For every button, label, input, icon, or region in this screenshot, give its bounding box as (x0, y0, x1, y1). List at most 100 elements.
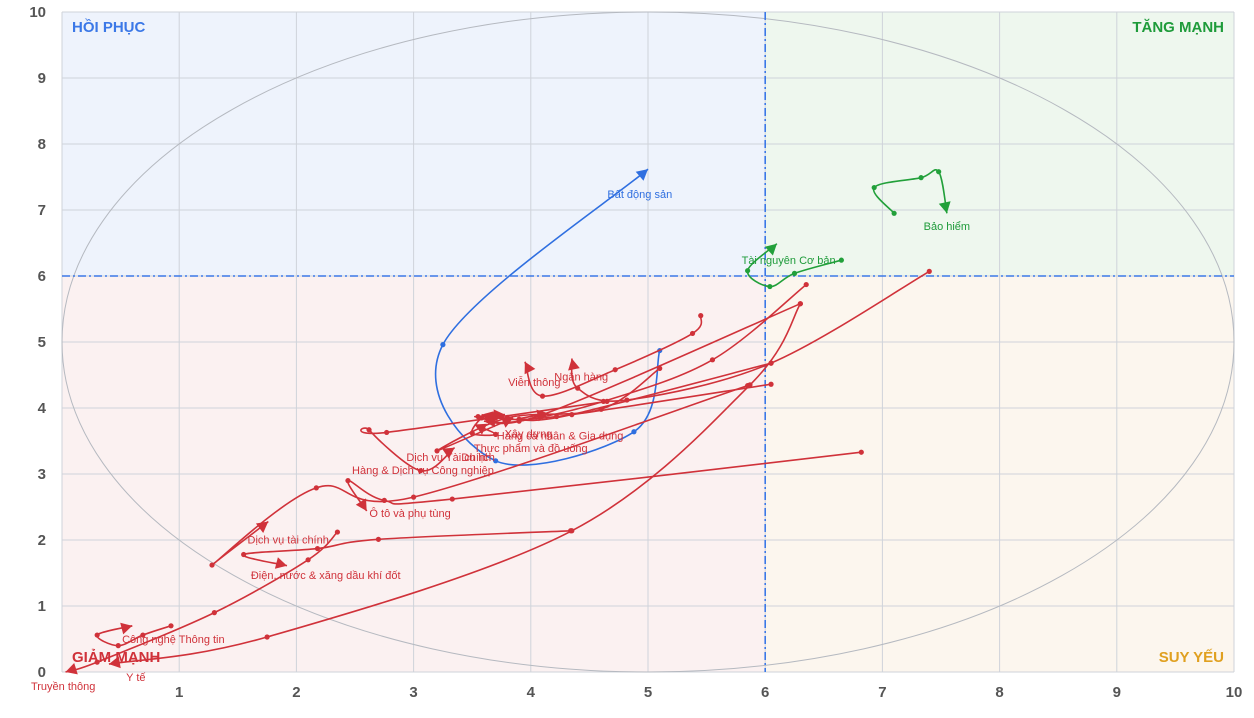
x-tick-label: 9 (1113, 684, 1121, 701)
series-labels: Bất động sản Bảo hiểm Tài nguyên Cơ bản Ngâ… (31, 189, 970, 693)
series-point (434, 448, 440, 454)
quadrant-label-top-right: TĂNG MẠNH (1132, 19, 1224, 36)
series-trail (871, 168, 951, 216)
threshold-lines (62, 12, 1234, 672)
series-point (767, 283, 773, 290)
series-point (698, 313, 704, 319)
series-arrowhead (764, 243, 777, 256)
center-ellipse (61, 11, 1235, 673)
series-point (375, 536, 382, 542)
series-arrowhead (274, 557, 287, 569)
series-trail (345, 449, 864, 512)
series-trail (94, 622, 174, 649)
series-arrowhead (938, 201, 951, 214)
series-label: Điện, nước & xăng dầu khí đốt (251, 570, 401, 582)
series-point (891, 210, 897, 216)
y-tick-label: 5 (38, 334, 46, 351)
series-trail (524, 313, 704, 399)
series-arrowhead (524, 361, 536, 375)
series-point (313, 485, 319, 491)
series-label: Viễn thông (508, 376, 560, 389)
series-point (797, 301, 803, 307)
series-label: Dịch vụ Tài chính (406, 452, 491, 464)
series-point (211, 610, 217, 616)
series-arrowhead (635, 169, 648, 181)
series-trail (745, 243, 844, 290)
series-arrowhead (474, 423, 488, 435)
series-label: Hàng cá nhân & Gia dụng (497, 431, 624, 443)
series-point (449, 496, 455, 502)
series-label: Du lịch (461, 452, 495, 464)
series-point (871, 184, 877, 191)
series-point (94, 659, 100, 665)
series-point (858, 449, 864, 455)
x-tick-label: 4 (527, 684, 536, 701)
series-arrowhead (120, 622, 133, 635)
series-trail (65, 529, 341, 675)
series-point (569, 412, 575, 418)
x-tick-label: 8 (995, 684, 1003, 701)
series-point (209, 562, 215, 568)
series-point (516, 416, 522, 422)
series-point (747, 382, 753, 388)
series-trail (434, 168, 663, 466)
series-arrowhead (568, 358, 580, 371)
series-point (631, 429, 637, 435)
series-arrowhead (355, 498, 367, 511)
y-tick-label: 7 (38, 202, 46, 219)
series-point (314, 545, 321, 552)
series-trail (469, 412, 499, 437)
x-tick-label: 10 (1226, 684, 1243, 701)
y-tick-label: 4 (38, 400, 47, 417)
series-point (926, 268, 932, 274)
series-label: Bảo hiểm (924, 221, 970, 233)
y-tick-label: 0 (38, 664, 46, 681)
series-arrowhead (65, 663, 78, 675)
series-label: Y tế (126, 672, 145, 684)
series-arrowhead (108, 656, 121, 669)
series-point (838, 257, 844, 263)
series-point (94, 632, 100, 638)
series-point (569, 528, 575, 534)
series-arrowhead (536, 409, 549, 422)
series-point (689, 330, 696, 337)
series-label: Bất động sản (607, 189, 672, 201)
series-trail (360, 398, 610, 474)
series-point (657, 365, 663, 371)
y-tick-label: 2 (38, 532, 46, 549)
series-label: Dịch vụ tài chính (248, 534, 329, 546)
series-point (345, 478, 351, 484)
quadrant-labels: HỒI PHỤC TĂNG MẠNH GIẢM MẠNH SUY YẾU (72, 18, 1224, 666)
series-point (305, 557, 311, 563)
x-tick-label: 6 (761, 684, 769, 701)
x-tick-label: 7 (878, 684, 886, 701)
series-point (612, 367, 618, 373)
series-point (539, 393, 546, 399)
series-point (709, 357, 716, 363)
series-point (803, 281, 809, 288)
series-point (381, 497, 387, 503)
series-trails (65, 168, 951, 675)
axis-ticks: 1 2 3 4 5 6 7 8 9 10 0 1 2 3 4 5 6 7 8 9 10 (29, 4, 1242, 701)
x-tick-label: 5 (644, 684, 652, 701)
series-point (791, 270, 798, 276)
x-tick-label: 2 (292, 684, 300, 701)
series-trail (108, 301, 803, 669)
series-point (241, 551, 247, 558)
series-point (493, 431, 499, 437)
y-tick-label: 1 (38, 598, 46, 615)
y-tick-label: 3 (38, 466, 46, 483)
series-point (418, 468, 424, 474)
series-arrowhead (255, 521, 269, 533)
series-point (140, 632, 146, 638)
series-point (478, 415, 485, 421)
series-trail (516, 360, 774, 422)
series-point (264, 634, 270, 640)
series-label: Truyền thông (31, 681, 95, 693)
series-arrowhead (442, 447, 455, 459)
series-label: Công nghệ Thông tin (122, 634, 225, 646)
quadrant-label-bottom-left: GIẢM MẠNH (72, 649, 160, 666)
series-label: Xây dựng (505, 429, 553, 441)
series-point (490, 412, 496, 418)
